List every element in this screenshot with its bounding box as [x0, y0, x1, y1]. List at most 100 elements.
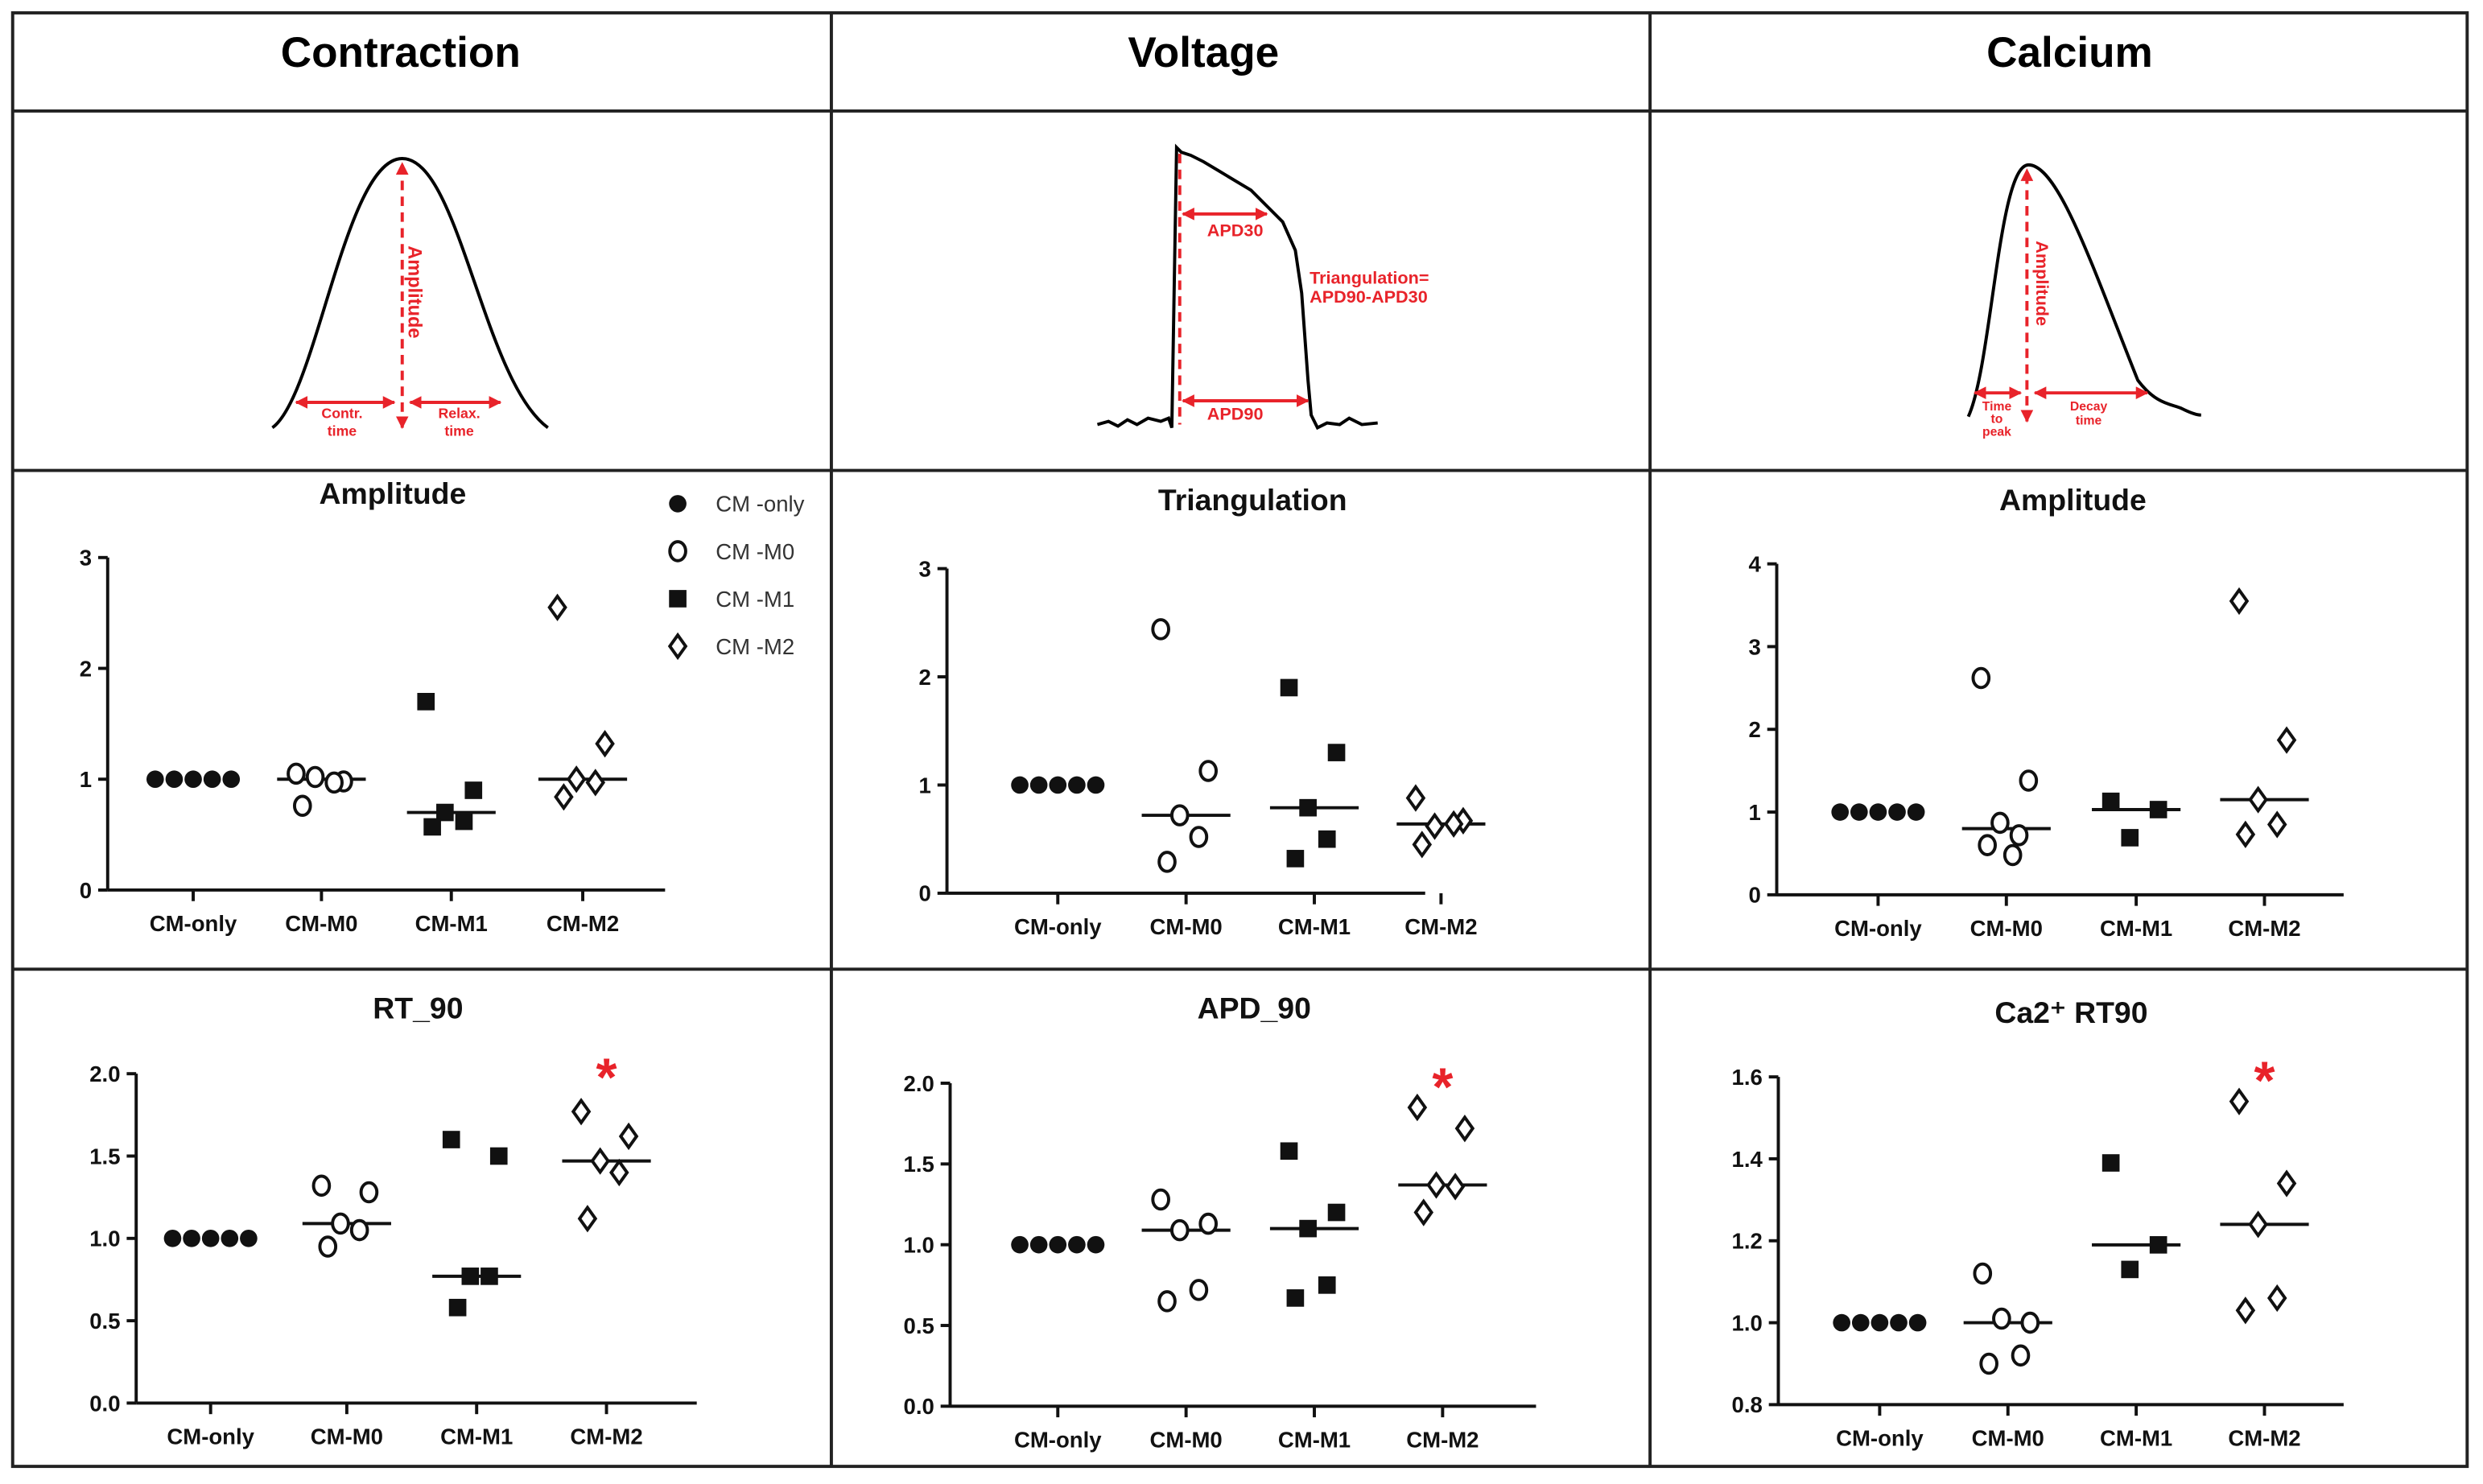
data-point-cm-m1: [2101, 792, 2120, 810]
data-point-cm-m1: [436, 803, 454, 822]
significance-asterisk: *: [2254, 1051, 2275, 1111]
time-to-peak-label-3: peak: [1982, 425, 2011, 439]
data-point-cm-m1: [461, 1268, 480, 1285]
data-point-cm-only: [1850, 803, 1868, 821]
data-point-cm-only: [1888, 803, 1906, 821]
voltage-diagram: APD30 APD90 Triangulation= APD90-APD30: [1096, 143, 1429, 431]
x-tick-label: CM-M2: [1404, 914, 1477, 939]
data-point-cm-m0: [287, 762, 306, 785]
contraction-time-label-2: time: [328, 423, 357, 439]
data-point-cm-m2: [2229, 587, 2250, 616]
contraction-trace: [271, 157, 549, 430]
data-point-cm-m0: [1189, 826, 1209, 848]
contraction-diagram: Amplitude Contr. time Relax. time: [271, 157, 549, 439]
data-point-cm-only: [1833, 1313, 1850, 1332]
data-point-cm-only: [240, 1229, 258, 1247]
data-point-cm-m2: [2229, 1087, 2250, 1115]
chart-title: APD_90: [1198, 991, 1311, 1024]
legend-marker-filled-circle: [669, 495, 687, 513]
data-point-cm-m0: [1198, 1212, 1218, 1235]
data-point-cm-m2: [1445, 1173, 1466, 1201]
data-point-cm-only: [1087, 1235, 1105, 1254]
chart-voltage-apd-90: APD_90 0.0 0.5 1.0 1.5 2.0 CM-only CM-M0 CM-M1 CM…: [904, 991, 1536, 1453]
data-point-cm-m2: [571, 1098, 592, 1126]
data-point-cm-m0: [1151, 618, 1170, 641]
data-point-cm-m1: [2149, 801, 2167, 818]
legend-marker-open-circle: [668, 540, 687, 563]
y-tick-label: 1.0: [89, 1226, 120, 1251]
x-tick-label: CM-M1: [1278, 1428, 1351, 1453]
x-tick-label: CM-M1: [1278, 914, 1351, 939]
data-point-cm-only: [1049, 776, 1067, 794]
apd30-label: APD30: [1207, 220, 1264, 240]
x-tick-label: CM-only: [1836, 1426, 1924, 1451]
data-point-cm-m0: [359, 1181, 379, 1204]
x-tick-label: CM-only: [1834, 916, 1922, 941]
y-tick-label: 1.5: [904, 1152, 934, 1177]
data-point-cm-m1: [481, 1268, 498, 1285]
data-point-cm-m0: [1157, 851, 1177, 873]
data-point-cm-only: [1029, 776, 1048, 794]
data-point-cm-only: [163, 1229, 182, 1247]
legend: CM -only CM -M0 CM -M1 CM -M2: [667, 492, 805, 661]
y-tick-label: 0: [919, 881, 931, 906]
triangulation-label-1: Triangulation=: [1310, 267, 1429, 287]
data-point-cm-m0: [331, 1212, 350, 1235]
header-calcium: Calcium: [1986, 29, 2153, 76]
data-point-cm-m1: [2121, 1260, 2139, 1279]
y-tick-label: 3: [919, 556, 931, 581]
legend-marker-filled-square: [669, 590, 687, 608]
legend-label: CM -M0: [716, 539, 794, 564]
x-tick-label: CM-M0: [1150, 914, 1223, 939]
x-tick-label: CM-M2: [2228, 916, 2300, 941]
data-point-cm-m1: [1286, 850, 1305, 868]
y-tick-label: 2: [1749, 717, 1761, 742]
header-contraction: Contraction: [281, 29, 521, 76]
data-point-cm-only: [1831, 803, 1850, 821]
data-point-cm-m1: [423, 818, 441, 836]
data-point-cm-only: [201, 1229, 220, 1247]
x-tick-label: CM-M2: [1406, 1428, 1479, 1453]
data-point-cm-only: [1907, 803, 1925, 821]
y-tick-label: 1: [919, 773, 931, 798]
legend-marker-open-diamond: [667, 632, 688, 661]
data-point-cm-m1: [1327, 1203, 1346, 1222]
y-tick-label: 2.0: [904, 1071, 934, 1096]
data-point-cm-m1: [1318, 1276, 1336, 1294]
y-tick-label: 4: [1749, 551, 1762, 576]
data-point-cm-only: [1851, 1313, 1870, 1332]
y-tick-label: 1.0: [904, 1233, 934, 1258]
calcium-transient-trace: [1966, 163, 2201, 418]
data-point-cm-only: [1908, 1313, 1927, 1332]
amplitude-label: Amplitude: [404, 245, 425, 338]
x-tick-label: CM-M2: [2228, 1426, 2300, 1451]
y-tick-label: 0.5: [89, 1309, 120, 1334]
data-point-cm-m0: [1978, 834, 1997, 856]
data-point-cm-only: [183, 1229, 200, 1247]
data-point-cm-m1: [417, 693, 435, 711]
data-point-cm-m0: [2019, 769, 2039, 792]
decay-time-label-2: time: [2076, 414, 2102, 428]
data-point-cm-only: [146, 770, 164, 789]
data-point-cm-only: [1068, 1235, 1086, 1254]
x-tick-label: CM-only: [167, 1424, 254, 1449]
data-point-cm-m1: [2121, 829, 2139, 847]
data-point-cm-m0: [1979, 1352, 1998, 1375]
data-point-cm-m2: [547, 593, 567, 621]
chart-title: RT_90: [373, 991, 463, 1024]
data-point-cm-m0: [349, 1218, 369, 1242]
chart-contraction-amplitude: Amplitude 0 1 2 3 CM-only CM-M0 CM-M1 CM-M2: [80, 476, 666, 936]
x-tick-label: CM-M0: [1972, 1426, 2044, 1451]
chart-calcium-ca2-rt90: Ca2⁺ RT90 0.8 1.0 1.2 1.4 1.6 CM-only CM-M0 CM-M…: [1732, 996, 2344, 1451]
chart-title: Amplitude: [1999, 483, 2147, 517]
y-tick-label: 3: [1749, 634, 1761, 659]
y-tick-label: 1.0: [1732, 1310, 1763, 1335]
data-point-cm-m2: [609, 1158, 629, 1187]
data-point-cm-m1: [1280, 678, 1298, 697]
data-point-cm-m2: [566, 765, 587, 794]
data-point-cm-m1: [455, 812, 473, 831]
relaxation-time-label-2: time: [444, 423, 474, 439]
data-point-cm-only: [184, 770, 202, 789]
